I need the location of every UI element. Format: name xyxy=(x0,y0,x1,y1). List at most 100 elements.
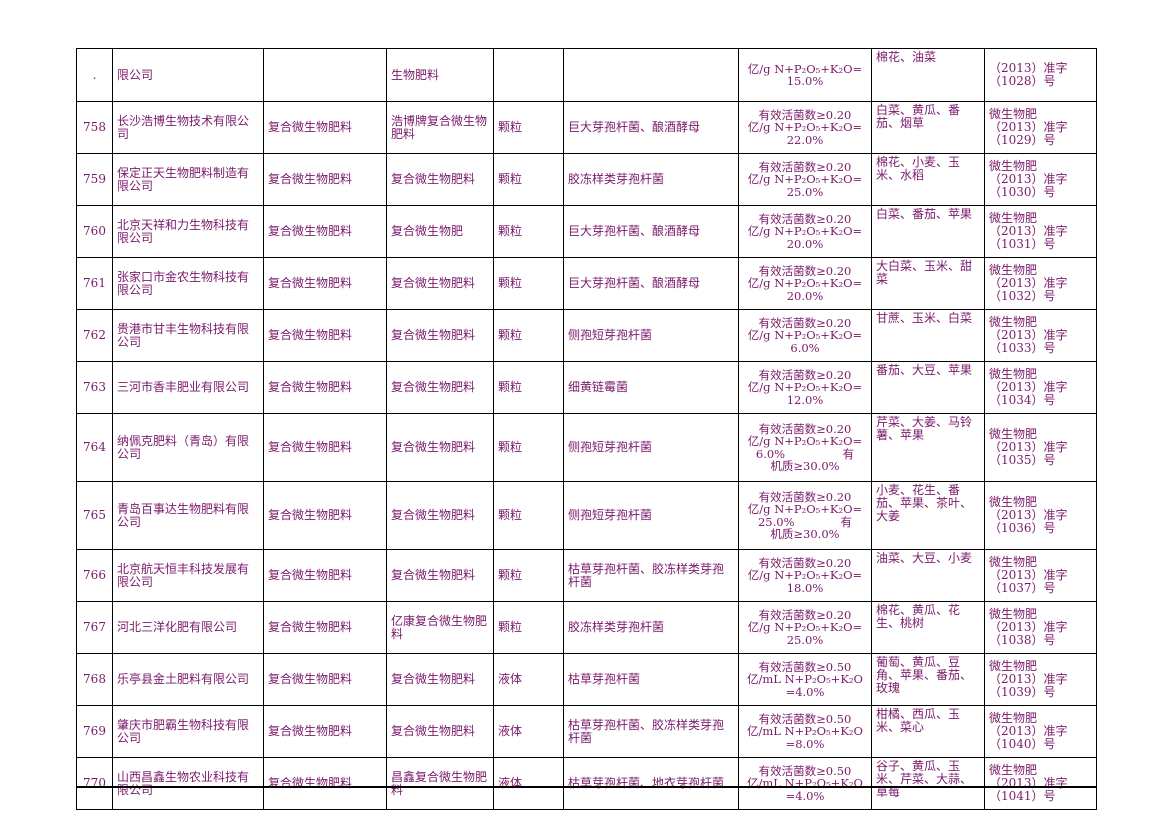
product-form xyxy=(493,48,564,102)
product-name: 复合微生物肥料 xyxy=(386,361,494,414)
registration-line: （1038）号 xyxy=(989,633,1056,647)
technical-indicator-line: 6.0% 有 xyxy=(755,446,855,461)
registration-line: 微生物肥 xyxy=(989,555,1038,569)
table-bottom-rule xyxy=(76,786,1096,788)
company-name: 乐亭县金土肥料有限公司 xyxy=(112,653,264,706)
product-type: 复合微生物肥料 xyxy=(263,361,387,414)
technical-indicator-line: 亿/g N+P₂O₅+K₂O= xyxy=(747,502,863,516)
technical-indicators: 有效活菌数≥0.20 亿/g N+P₂O₅+K₂O= 25.0% xyxy=(738,153,872,206)
product-name: 复合微生物肥料 xyxy=(386,257,494,310)
technical-indicators: 有效活菌数≥0.20 亿/g N+P₂O₅+K₂O= 6.0% 有机质≥30.0% xyxy=(738,413,872,482)
registration-line: （2013）准字 xyxy=(989,620,1068,634)
table-row: 760 北京天祥和力生物科技有限公司 复合微生物肥料 复合微生物肥 颗粒 巨大芽孢杆菌、酿… xyxy=(76,205,1097,258)
registration-number: 微生物肥 （2013）准字 （1040）号 xyxy=(984,705,1097,758)
registration-line: （1036）号 xyxy=(989,521,1056,535)
registration-line: （2013）准字 xyxy=(989,172,1068,186)
product-name: 亿康复合微生物肥料 xyxy=(386,601,494,654)
company-name: 青岛百事达生物肥料有限公司 xyxy=(112,481,264,550)
strain-name: 枯草芽孢杆菌、胶冻样类芽孢杆菌 xyxy=(563,549,739,602)
row-number: 769 xyxy=(76,705,113,758)
product-form: 颗粒 xyxy=(493,153,564,206)
suitable-crops: 大白菜、玉米、甜菜 xyxy=(871,257,985,310)
technical-indicator-line: 亿/g N+P₂O₅+K₂O= xyxy=(747,172,863,187)
row-number: 762 xyxy=(76,309,113,362)
registration-line: 微生物肥 xyxy=(989,107,1038,121)
registration-line: 微生物肥 xyxy=(989,263,1038,277)
registration-line: （2013）准字 xyxy=(989,276,1068,290)
registration-line: 微生物肥 xyxy=(989,159,1038,173)
registration-line: 微生物肥 xyxy=(989,211,1038,225)
registration-line: （1040）号 xyxy=(989,737,1056,751)
registration-line: （2013）准字 xyxy=(989,120,1068,134)
product-type: 复合微生物肥料 xyxy=(263,153,387,206)
strain-name: 胶冻样类芽孢杆菌 xyxy=(563,601,739,654)
suitable-crops: 番茄、大豆、苹果 xyxy=(871,361,985,414)
strain-name: 枯草芽孢杆菌、地衣芽孢杆菌 xyxy=(563,757,739,810)
suitable-crops: 谷子、黄瓜、玉米、芹菜、大蒜、草莓 xyxy=(871,757,985,810)
table-row: 770 山西昌鑫生物农业科技有限公司 复合微生物肥料 昌鑫复合微生物肥料 液体 枯草芽孢杆… xyxy=(76,757,1097,810)
product-form: 液体 xyxy=(493,705,564,758)
technical-indicator-line: 亿/g N+P₂O₅+K₂O= xyxy=(747,120,863,135)
product-type: 复合微生物肥料 xyxy=(263,101,387,154)
technical-indicator-line: 亿/mL N+P₂O₅+K₂O xyxy=(747,672,863,687)
product-type: 复合微生物肥料 xyxy=(263,549,387,602)
technical-indicator-line: 25.0% xyxy=(786,632,824,647)
row-number: 758 xyxy=(76,101,113,154)
registration-number: （2013）准字 （1028）号 xyxy=(984,48,1097,102)
technical-indicator-line: =4.0% xyxy=(785,788,825,803)
technical-indicator-line: 亿/g N+P₂O₅+K₂O= xyxy=(747,328,863,343)
registration-number: 微生物肥 （2013）准字 （1033）号 xyxy=(984,309,1097,362)
registration-line: （2013）准字 xyxy=(989,672,1068,686)
technical-indicator-line: 有效活菌数≥0.50 xyxy=(758,763,852,778)
product-name: 复合微生物肥料 xyxy=(386,653,494,706)
technical-indicator-line: 20.0% xyxy=(786,288,824,303)
company-name: 贵港市甘丰生物科技有限公司 xyxy=(112,309,264,362)
product-type: 复合微生物肥料 xyxy=(263,309,387,362)
suitable-crops: 葡萄、黄瓜、豆角、苹果、番茄、玫瑰 xyxy=(871,653,985,706)
registration-line: （1030）号 xyxy=(989,185,1056,199)
suitable-crops: 白菜、番茄、苹果 xyxy=(871,205,985,258)
suitable-crops: 棉花、小麦、玉米、水稻 xyxy=(871,153,985,206)
registration-number: 微生物肥 （2013）准字 （1029）号 xyxy=(984,101,1097,154)
strain-name: 巨大芽孢杆菌、酿酒酵母 xyxy=(563,101,739,154)
product-type: 复合微生物肥料 xyxy=(263,257,387,310)
company-name: 三河市香丰肥业有限公司 xyxy=(112,361,264,414)
technical-indicator-line: 亿/mL N+P₂O₅+K₂O xyxy=(747,724,863,739)
registration-line: （2013）准字 xyxy=(989,440,1068,454)
row-number: 763 xyxy=(76,361,113,414)
technical-indicator-line: 亿/g N+P₂O₅+K₂O= xyxy=(747,620,863,635)
table-row: 758 长沙浩博生物技术有限公司 复合微生物肥料 浩博牌复合微生物肥料 颗粒 巨大芽孢杆菌… xyxy=(76,101,1097,154)
company-name: 限公司 xyxy=(112,48,264,102)
technical-indicators: 有效活菌数≥0.50 亿/mL N+P₂O₅+K₂O =4.0% xyxy=(738,757,872,810)
table-row: 762 贵港市甘丰生物科技有限公司 复合微生物肥料 复合微生物肥料 颗粒 侧孢短芽孢杆菌有… xyxy=(76,309,1097,362)
registration-line: （2013）准字 xyxy=(989,61,1068,75)
table-row: 763 三河市香丰肥业有限公司 复合微生物肥料 复合微生物肥料 颗粒 细黄链霉菌 有效活菌数… xyxy=(76,361,1097,414)
technical-indicator-line: 有效活菌数≥0.20 xyxy=(758,607,852,622)
strain-name xyxy=(563,48,739,102)
table-body: . 限公司 生物肥料 亿/g N+P₂O₅+K₂O= 15.0% 棉花、油菜 （2013）准… xyxy=(76,48,1097,810)
product-type: 复合微生物肥料 xyxy=(263,757,387,810)
company-name: 长沙浩博生物技术有限公司 xyxy=(112,101,264,154)
suitable-crops: 白菜、黄瓜、番茄、烟草 xyxy=(871,101,985,154)
registration-number: 微生物肥 （2013）准字 （1039）号 xyxy=(984,653,1097,706)
registration-number: 微生物肥 （2013）准字 （1037）号 xyxy=(984,549,1097,602)
technical-indicators: 有效活菌数≥0.20 亿/g N+P₂O₅+K₂O= 25.0% xyxy=(738,601,872,654)
registration-line: （1034）号 xyxy=(989,393,1056,407)
technical-indicators: 有效活菌数≥0.20 亿/g N+P₂O₅+K₂O= 20.0% xyxy=(738,205,872,258)
row-number: 764 xyxy=(76,413,113,482)
technical-indicators: 有效活菌数≥0.20 亿/g N+P₂O₅+K₂O= 22.0% xyxy=(738,101,872,154)
registration-line: （2013）准字 xyxy=(989,568,1068,582)
table-row: 769 肇庆市肥霸生物科技有限公司 复合微生物肥料 复合微生物肥料 液体 枯草芽孢杆菌、胶… xyxy=(76,705,1097,758)
product-name: 浩博牌复合微生物肥料 xyxy=(386,101,494,154)
company-name: 纳佩克肥料（青岛）有限公司 xyxy=(112,413,264,482)
registration-line: 微生物肥 xyxy=(989,659,1038,673)
table-row: . 限公司 生物肥料 亿/g N+P₂O₅+K₂O= 15.0% 棉花、油菜 （2013）准… xyxy=(76,48,1097,102)
technical-indicator-line: 亿/g N+P₂O₅+K₂O= xyxy=(747,434,863,448)
product-name: 复合微生物肥料 xyxy=(386,705,494,758)
product-type: 复合微生物肥料 xyxy=(263,705,387,758)
registration-number: 微生物肥 （2013）准字 （1038）号 xyxy=(984,601,1097,654)
technical-indicator-line: 15.0% xyxy=(786,74,824,88)
product-form: 液体 xyxy=(493,757,564,810)
technical-indicators: 有效活菌数≥0.20 亿/g N+P₂O₅+K₂O= 6.0% xyxy=(738,309,872,362)
product-type: 复合微生物肥料 xyxy=(263,205,387,258)
